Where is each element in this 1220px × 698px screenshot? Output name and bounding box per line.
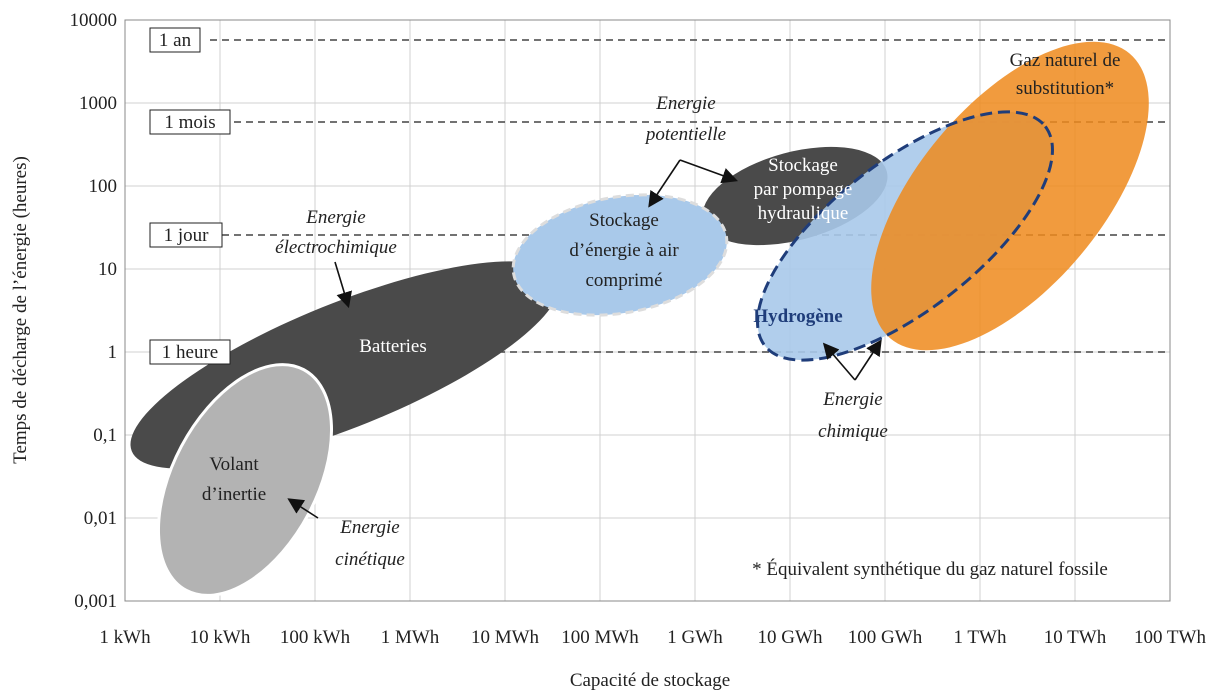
- duration-box: [149, 222, 223, 248]
- region-label: d’inertie: [202, 484, 266, 505]
- duration-label: 1 heure: [162, 342, 218, 363]
- region-label: comprimé: [585, 270, 662, 291]
- region-label: substitution*: [1016, 78, 1114, 99]
- region-label: Volant: [209, 454, 259, 475]
- region-label: Stockage: [589, 210, 659, 231]
- y-tick-label: 0,001: [74, 591, 117, 612]
- footnote: * Équivalent synthétique du gaz naturel …: [752, 558, 1108, 580]
- duration-label: 1 mois: [164, 112, 215, 133]
- duration-box: [149, 339, 231, 365]
- duration-label: 1 an: [159, 30, 192, 51]
- duration-label: 1 jour: [164, 225, 210, 246]
- region-label: d’énergie à air: [569, 240, 679, 261]
- x-tick-label: 100 kWh: [280, 627, 351, 648]
- x-tick-label: 1 TWh: [954, 627, 1007, 648]
- arrows: [287, 159, 882, 519]
- y-tick-label: 10000: [70, 10, 118, 31]
- x-axis-label: Capacité de stockage: [570, 670, 730, 691]
- y-tick-label: 10: [98, 259, 117, 280]
- annotation: Energie: [655, 93, 715, 114]
- regions: [130, 41, 1149, 597]
- annotation: Energie: [339, 517, 399, 538]
- region-label: Hydrogène: [753, 306, 842, 327]
- annotation: cinétique: [335, 549, 405, 570]
- region-label: Batteries: [359, 336, 427, 357]
- x-tick-label: 10 GWh: [758, 627, 823, 648]
- x-tick-label: 1 GWh: [667, 627, 723, 648]
- x-tick-label: 100 MWh: [561, 627, 639, 648]
- y-tick-label: 1: [108, 342, 118, 363]
- region-label: par pompage: [754, 179, 853, 200]
- y-tick-label: 0,1: [93, 425, 117, 446]
- flywheel-region: [156, 363, 334, 597]
- annotation: Energie: [822, 389, 882, 410]
- y-tick-label: 1000: [79, 93, 117, 114]
- annotation: électrochimique: [275, 237, 397, 258]
- x-tick-label: 10 MWh: [471, 627, 540, 648]
- x-tick-label: 100 TWh: [1134, 627, 1206, 648]
- annotation: potentielle: [644, 124, 726, 145]
- x-tick-label: 10 TWh: [1044, 627, 1107, 648]
- duration-box: [149, 27, 201, 53]
- x-tick-label: 1 MWh: [381, 627, 440, 648]
- labels: 1 kWh 10 kWh 100 kWh 1 MWh 10 MWh 100 MWh 1 GW…: [10, 10, 1206, 691]
- plot-frame: [124, 19, 1171, 602]
- x-tick-label: 10 kWh: [190, 627, 251, 648]
- y-tick-label: 0,01: [84, 508, 117, 529]
- duration-box: [149, 109, 231, 135]
- air-region: [511, 193, 729, 317]
- annotation: Energie: [305, 207, 365, 228]
- y-axis-label: Temps de décharge de l’énergie (heures): [10, 156, 31, 464]
- y-tick-label: 100: [89, 176, 118, 197]
- region-label: hydraulique: [758, 203, 849, 224]
- annotation: chimique: [818, 421, 888, 442]
- x-tick-label: 100 GWh: [848, 627, 923, 648]
- gas-region: [871, 41, 1149, 351]
- region-label: Gaz naturel de: [1010, 50, 1121, 71]
- region-label: Stockage: [768, 155, 838, 176]
- x-tick-label: 1 kWh: [99, 627, 151, 648]
